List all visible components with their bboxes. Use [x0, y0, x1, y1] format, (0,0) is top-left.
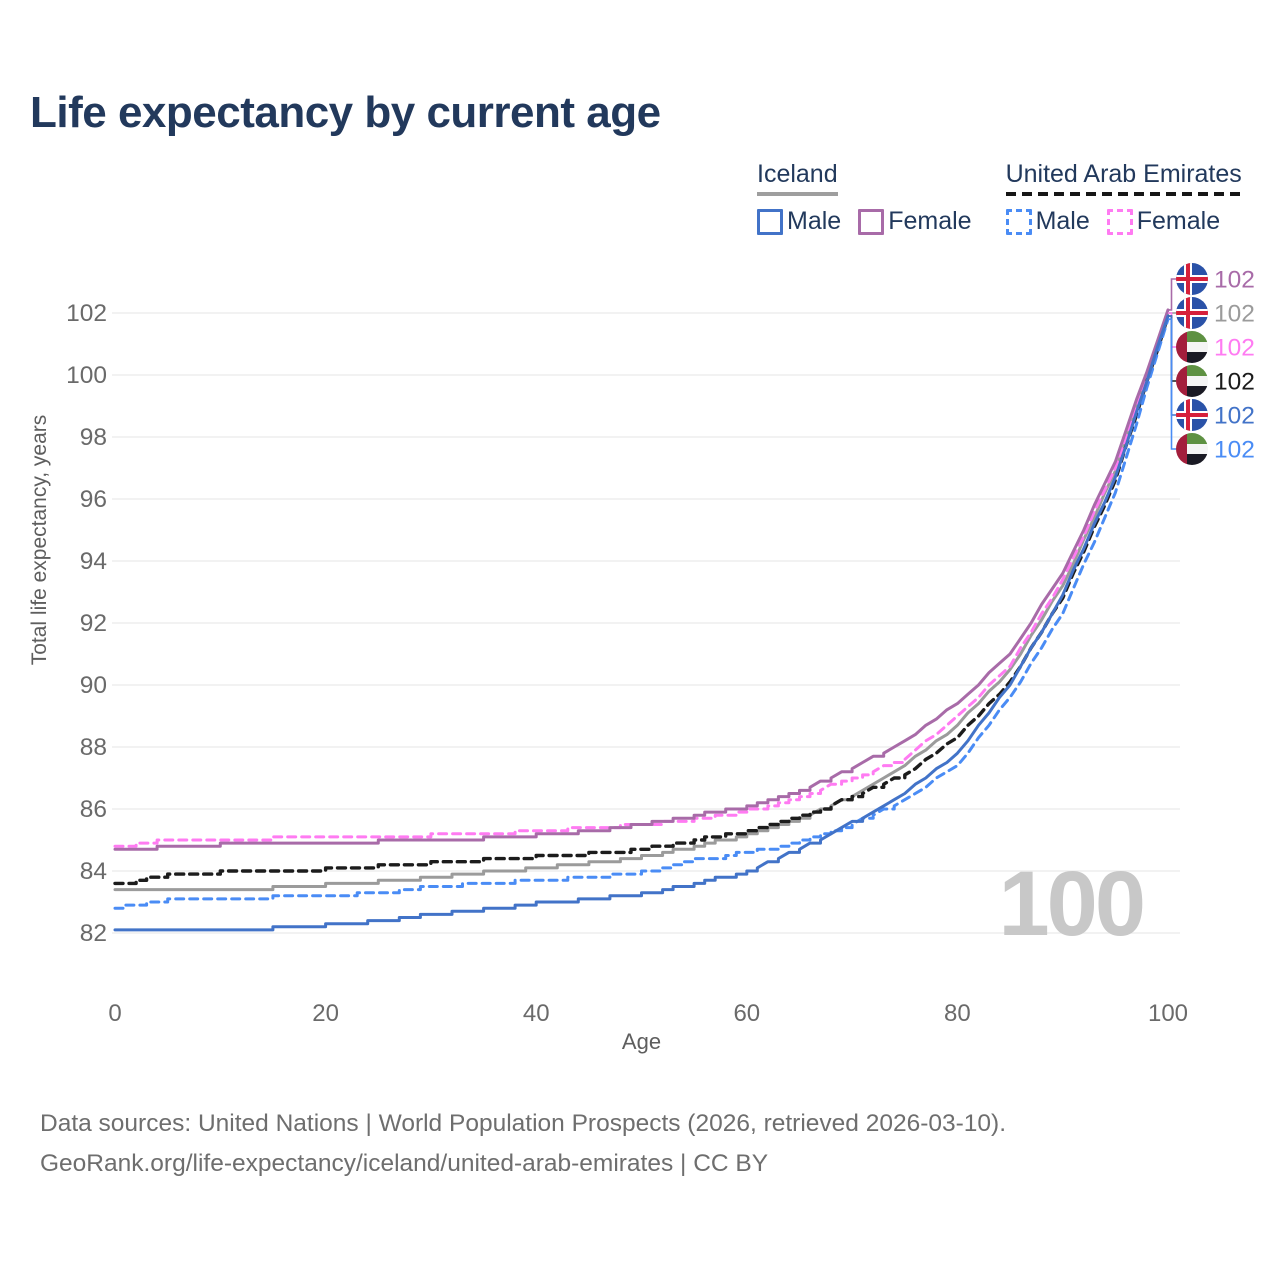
end-label-connector: [1168, 278, 1176, 311]
legend-item-uae-female[interactable]: Female: [1106, 207, 1221, 236]
y-tick-label: 90: [80, 672, 107, 699]
end-value-label-uae-female: 102: [1214, 335, 1255, 362]
series-line-iceland-female: [113, 308, 1170, 851]
legend-item-iceland-female[interactable]: Female: [858, 207, 972, 236]
footer: Data sources: United Nations | World Pop…: [40, 1104, 1006, 1184]
x-axis-title: Age: [622, 1029, 661, 1054]
end-value-label-uae-both: 102: [1214, 369, 1255, 396]
y-tick-label: 88: [80, 734, 107, 761]
y-axis-title: Total life expectancy, years: [28, 415, 51, 666]
legend-group-uae: United Arab Emirates Male Female: [1005, 160, 1242, 236]
uae-male-swatch-icon: [1005, 208, 1032, 235]
uae-flag-icon: [1176, 331, 1208, 363]
iceland-male-swatch-icon: [757, 208, 783, 235]
legend-group-iceland: Iceland Male Female: [757, 160, 972, 236]
attribution-text: GeoRank.org/life-expectancy/iceland/unit…: [40, 1150, 769, 1177]
x-tick-label: 0: [108, 1000, 121, 1027]
x-tick-label: 80: [944, 1000, 971, 1027]
legend-items-iceland: Male Female: [757, 207, 972, 236]
x-tick-label: 40: [523, 1000, 550, 1027]
legend-item-uae-male[interactable]: Male: [1005, 207, 1090, 236]
series-line-uae-male: [113, 317, 1170, 910]
page-title: Life expectancy by current age: [30, 88, 661, 137]
y-tick-label: 94: [80, 548, 107, 575]
x-tick-label: 100: [1148, 1000, 1188, 1027]
legend-group-title-iceland: Iceland: [757, 160, 838, 196]
iceland-flag-icon: [1176, 399, 1208, 431]
iceland-flag-icon: [1176, 297, 1208, 329]
age-watermark: 100: [998, 853, 1146, 955]
iceland-solid-line-sample: [757, 192, 838, 196]
y-tick-label: 92: [80, 610, 107, 637]
uae-dashed-line-sample: [1005, 192, 1242, 196]
end-value-label-iceland-male: 102: [1214, 403, 1255, 430]
series-line-uae-female: [113, 311, 1170, 848]
legend-item-iceland-male[interactable]: Male: [757, 207, 841, 236]
legend-group-label-uae: United Arab Emirates: [1005, 160, 1242, 188]
iceland-female-swatch-icon: [858, 208, 885, 235]
series-line-iceland-male: [113, 314, 1170, 932]
y-tick-label: 86: [80, 796, 107, 823]
legend-group-title-uae: United Arab Emirates: [1005, 160, 1242, 196]
iceland-flag-icon: [1176, 263, 1208, 295]
y-tick-label: 98: [80, 424, 107, 451]
uae-flag-icon: [1176, 365, 1208, 397]
data-sources-text: Data sources: United Nations | World Pop…: [40, 1110, 1007, 1137]
uae-female-swatch-icon: [1106, 208, 1133, 235]
y-tick-label: 100: [66, 362, 107, 389]
uae-flag-icon: [1176, 433, 1208, 465]
y-tick-label: 102: [66, 300, 107, 327]
y-tick-label: 84: [80, 858, 107, 885]
series-line-iceland-both: [113, 311, 1170, 892]
x-tick-label: 20: [312, 1000, 339, 1027]
legend-group-label-iceland: Iceland: [757, 160, 838, 188]
legend-item-label: Female: [1136, 207, 1221, 235]
y-tick-label: 96: [80, 486, 107, 513]
series-line-uae-both: [113, 314, 1170, 886]
end-value-label-iceland-both: 102: [1214, 301, 1255, 328]
end-value-label-iceland-female: 102: [1214, 267, 1255, 294]
y-tick-label: 82: [80, 920, 107, 947]
legend-item-label: Male: [787, 207, 842, 235]
end-value-label-uae-male: 102: [1214, 437, 1255, 464]
legend-item-label: Female: [888, 207, 972, 235]
legend: Iceland Male Female United Arab Emirates: [757, 160, 1242, 236]
legend-items-uae: Male Female: [1005, 207, 1242, 236]
end-label-connector: [1168, 318, 1176, 450]
x-tick-label: 60: [733, 1000, 760, 1027]
legend-item-label: Male: [1035, 207, 1090, 235]
